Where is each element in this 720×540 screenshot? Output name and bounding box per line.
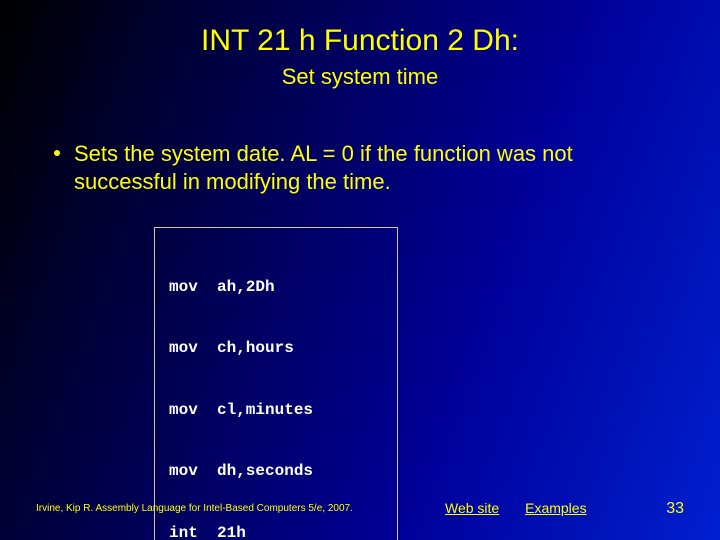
- code-mnemonic: mov: [169, 400, 217, 420]
- code-mnemonic: mov: [169, 338, 217, 358]
- code-line: movdh,seconds: [169, 461, 383, 481]
- bullet-text: Sets the system date. AL = 0 if the func…: [74, 140, 654, 195]
- code-block: movah,2Dh movch,hours movcl,minutes movd…: [154, 227, 398, 540]
- website-link[interactable]: Web site: [445, 500, 499, 516]
- code-line: movcl,minutes: [169, 400, 383, 420]
- code-line: movah,2Dh: [169, 277, 383, 297]
- code-operand: cl,minutes: [217, 400, 313, 420]
- code-operand: ch,hours: [217, 338, 294, 358]
- bullet-dot-icon: [54, 150, 60, 156]
- page-number: 33: [666, 500, 684, 518]
- code-operand: dh,seconds: [217, 461, 313, 481]
- code-operand: 21h: [217, 523, 246, 540]
- code-operand: ah,2Dh: [217, 277, 275, 297]
- bullet-item: Sets the system date. AL = 0 if the func…: [54, 140, 654, 195]
- code-mnemonic: mov: [169, 461, 217, 481]
- slide: INT 21 h Function 2 Dh: Set system time …: [0, 0, 720, 540]
- footer-links: Web site Examples: [445, 500, 609, 516]
- code-line: movch,hours: [169, 338, 383, 358]
- slide-subtitle: Set system time: [0, 64, 720, 90]
- slide-title: INT 21 h Function 2 Dh:: [0, 24, 720, 58]
- code-mnemonic: mov: [169, 277, 217, 297]
- code-line: int21h: [169, 523, 383, 540]
- examples-link[interactable]: Examples: [525, 500, 586, 516]
- code-mnemonic: int: [169, 523, 217, 540]
- footer-citation: Irvine, Kip R. Assembly Language for Int…: [36, 503, 353, 514]
